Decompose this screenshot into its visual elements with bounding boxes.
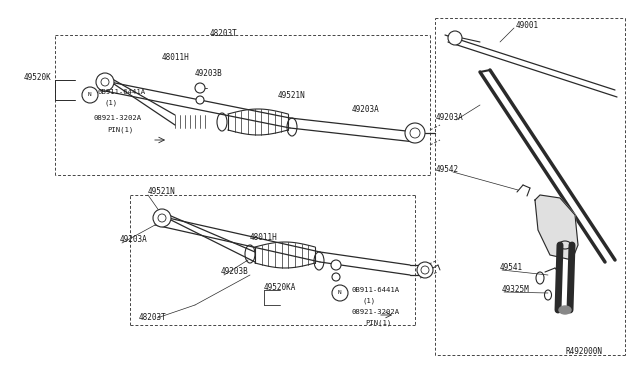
Text: PIN(1): PIN(1) xyxy=(365,320,391,326)
Text: (1): (1) xyxy=(363,298,376,304)
Circle shape xyxy=(417,262,433,278)
Text: 49520KA: 49520KA xyxy=(264,283,296,292)
Circle shape xyxy=(96,73,114,91)
Text: 49203B: 49203B xyxy=(221,267,249,276)
Circle shape xyxy=(405,123,425,143)
Circle shape xyxy=(101,78,109,86)
Text: 49521N: 49521N xyxy=(278,90,306,99)
Text: 49203A: 49203A xyxy=(352,106,380,115)
Text: 49325M: 49325M xyxy=(502,285,530,295)
Text: 48011H: 48011H xyxy=(162,54,189,62)
Circle shape xyxy=(421,266,429,274)
Text: 0B911-6441A: 0B911-6441A xyxy=(98,89,146,95)
Circle shape xyxy=(448,31,462,45)
Circle shape xyxy=(82,87,98,103)
Text: 49203B: 49203B xyxy=(195,68,223,77)
Text: 48011H: 48011H xyxy=(250,234,278,243)
Text: N: N xyxy=(88,93,92,97)
Text: 49541: 49541 xyxy=(500,263,523,273)
Circle shape xyxy=(153,209,171,227)
Ellipse shape xyxy=(559,306,571,314)
Polygon shape xyxy=(535,195,578,260)
Text: PIN(1): PIN(1) xyxy=(107,127,133,133)
Text: 08921-3202A: 08921-3202A xyxy=(352,309,400,315)
Circle shape xyxy=(158,214,166,222)
Text: 49520K: 49520K xyxy=(24,74,52,83)
Text: 08921-3202A: 08921-3202A xyxy=(93,115,141,121)
Text: 48203T: 48203T xyxy=(210,29,237,38)
Circle shape xyxy=(410,128,420,138)
Circle shape xyxy=(331,260,341,270)
Text: 48203T: 48203T xyxy=(139,314,167,323)
Circle shape xyxy=(195,83,205,93)
Text: (1): (1) xyxy=(105,100,118,106)
Circle shape xyxy=(196,96,204,104)
Text: R492000N: R492000N xyxy=(565,347,602,356)
Circle shape xyxy=(332,273,340,281)
Text: 49001: 49001 xyxy=(516,20,539,29)
Text: 49203A: 49203A xyxy=(436,113,464,122)
Circle shape xyxy=(332,285,348,301)
Text: 49521N: 49521N xyxy=(148,187,176,196)
Text: 0B911-6441A: 0B911-6441A xyxy=(352,287,400,293)
Text: 49542: 49542 xyxy=(436,166,459,174)
Text: 49203A: 49203A xyxy=(120,235,148,244)
Text: N: N xyxy=(338,291,342,295)
